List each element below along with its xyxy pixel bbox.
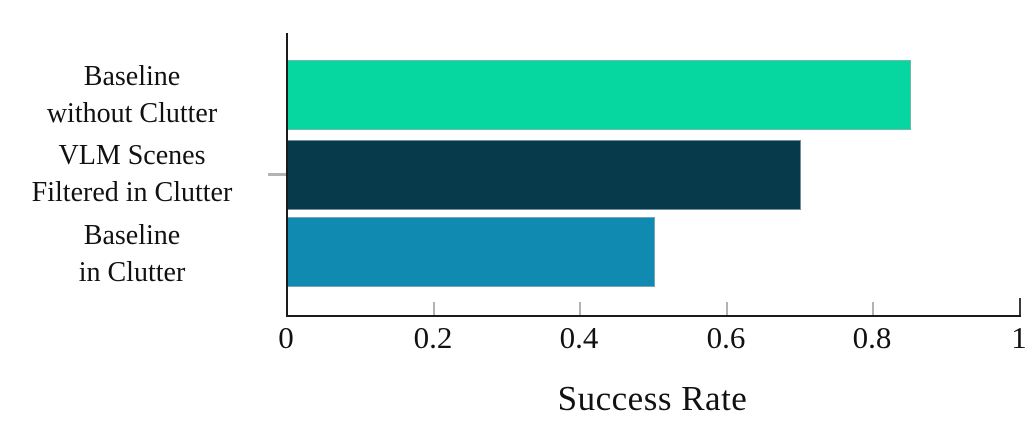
y-axis-tick [268,173,287,176]
category-label-line: Filtered in Clutter [31,177,233,208]
x-tick-0.8 [872,302,874,315]
bar-baseline-in-clutter [288,217,655,287]
category-label-baseline-without-clutter: Baseline without Clutter [0,58,264,132]
category-label-vlm-scenes-filtered-in-clutter: VLM Scenes Filtered in Clutter [0,137,264,211]
category-label-line: Baseline [83,61,181,92]
x-tick-0.6 [726,302,728,315]
category-label-baseline-in-clutter: Baseline in Clutter [0,217,264,291]
x-tick-label-0.6: 0.6 [706,320,746,355]
x-tick-0.2 [433,302,435,315]
x-tick-label-1: 1 [1011,320,1027,355]
bar-baseline-without-clutter [288,60,911,130]
category-label-line: VLM Scenes [58,140,206,171]
x-tick-label-0: 0 [278,320,294,355]
x-tick-label-0.4: 0.4 [559,320,599,355]
plot-area [286,33,1021,317]
category-label-line: without Clutter [46,98,218,129]
x-tick-label-0.2: 0.2 [413,320,453,355]
x-tick-label-0.8: 0.8 [852,320,892,355]
x-tick-1 [1019,298,1021,315]
category-label-line: in Clutter [78,257,186,288]
x-tick-0.4 [579,302,581,315]
x-axis-title: Success Rate [557,379,748,418]
bar-vlm-scenes-filtered-in-clutter [288,140,801,210]
category-label-line: Baseline [83,220,181,251]
